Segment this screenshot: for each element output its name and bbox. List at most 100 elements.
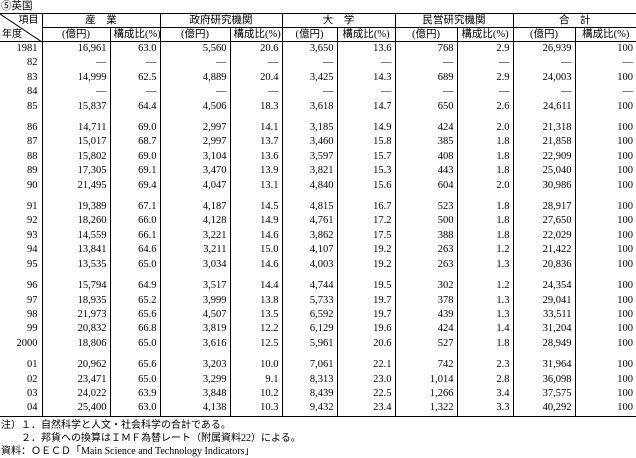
value-cell: 69.1 bbox=[109, 164, 160, 179]
title: ⑤英国 bbox=[1, 1, 33, 12]
value-cell: 15,837 bbox=[41, 99, 110, 115]
year-cell: 83 bbox=[27, 71, 38, 83]
value-cell: 100 bbox=[574, 293, 636, 308]
value-cell: 14,559 bbox=[41, 228, 110, 244]
value-cell: 3,460 bbox=[281, 135, 337, 150]
value-cell: 5,560 bbox=[159, 41, 230, 57]
table-row: 03 24,022 63.9 3,848 10.2 8,439 22.5 1,266 3.4 37… bbox=[0, 386, 636, 402]
value-cell: 1.8 bbox=[456, 149, 513, 165]
value-cell: 100 bbox=[574, 99, 636, 115]
value-cell: 14,711 bbox=[41, 114, 110, 136]
table-row: 95 13,535 65.0 3,034 14.6 4,003 19.2 263 1.3 20,8… bbox=[0, 257, 636, 273]
value-cell: 3,034 bbox=[159, 257, 230, 273]
value-cell: 12.2 bbox=[229, 322, 282, 337]
value-cell: — bbox=[574, 56, 636, 71]
value-cell: — bbox=[159, 56, 230, 71]
unit-header: (億円) bbox=[41, 27, 110, 42]
value-cell: 14.9 bbox=[229, 214, 282, 229]
value-cell: 443 bbox=[394, 164, 457, 179]
value-cell: 6,129 bbox=[281, 322, 337, 337]
value-cell: 1.8 bbox=[456, 336, 513, 352]
unit-header: (億円) bbox=[394, 27, 457, 42]
value-cell: 24,354 bbox=[512, 272, 575, 294]
value-cell: 66.0 bbox=[109, 214, 160, 229]
value-cell: 100 bbox=[574, 307, 636, 323]
value-cell: 13.9 bbox=[229, 164, 282, 179]
table-row: 94 13,841 64.6 3,211 15.0 4,107 19.2 263 1.2 21,4… bbox=[0, 243, 636, 258]
value-cell: 2,997 bbox=[159, 114, 230, 136]
notes: 注）１．自然科学と人文・社会科学の合計である。 ２．邦貨への換算はＩＭＦ為替レー… bbox=[0, 419, 636, 458]
year-cell: 92 bbox=[27, 215, 38, 227]
value-cell: 13.5 bbox=[229, 307, 282, 323]
value-cell: 14.5 bbox=[229, 193, 282, 215]
value-cell: 100 bbox=[574, 257, 636, 273]
value-cell: 500 bbox=[394, 214, 457, 229]
value-cell: 742 bbox=[394, 351, 457, 373]
value-cell: 19.5 bbox=[336, 272, 395, 294]
value-cell: 23.0 bbox=[336, 372, 395, 387]
value-cell: 27,650 bbox=[512, 214, 575, 229]
value-cell: 100 bbox=[574, 386, 636, 402]
value-cell: 100 bbox=[574, 351, 636, 373]
value-cell: — bbox=[336, 56, 395, 71]
value-cell: 19.6 bbox=[336, 322, 395, 337]
table-row: 99 20,832 66.8 3,819 12.2 6,129 19.6 424 1.4 31,2… bbox=[0, 322, 636, 337]
unit-header: (億円) bbox=[512, 27, 575, 42]
value-cell: 19.7 bbox=[336, 293, 395, 308]
value-cell: 24,022 bbox=[41, 386, 110, 402]
year-cell: 97 bbox=[27, 294, 38, 306]
table-row: 01 20,962 65.6 3,203 10.0 7,061 22.1 742 2.3 31,9… bbox=[0, 351, 636, 373]
value-cell: 67.1 bbox=[109, 193, 160, 215]
value-cell: 5,733 bbox=[281, 293, 337, 308]
value-cell: 13.8 bbox=[229, 293, 282, 308]
value-cell: 4,506 bbox=[159, 99, 230, 115]
value-cell: 15.7 bbox=[336, 149, 395, 165]
value-cell: 3,862 bbox=[281, 228, 337, 244]
value-cell: 3.4 bbox=[456, 386, 513, 402]
value-cell: 100 bbox=[574, 135, 636, 150]
value-cell: 5,961 bbox=[281, 336, 337, 352]
value-cell: 65.0 bbox=[109, 372, 160, 387]
value-cell: 19.2 bbox=[336, 257, 395, 273]
value-cell: 100 bbox=[574, 114, 636, 136]
value-cell: 3,848 bbox=[159, 386, 230, 402]
value-cell: — bbox=[336, 85, 395, 100]
table-row: 88 15,802 69.0 3,104 13.6 3,597 15.7 408 1.8 22,9… bbox=[0, 149, 636, 165]
value-cell: 1,014 bbox=[394, 372, 457, 387]
value-cell: 408 bbox=[394, 149, 457, 165]
value-cell: 15.6 bbox=[336, 178, 395, 194]
value-cell: 3,999 bbox=[159, 293, 230, 308]
year-cell: 89 bbox=[27, 165, 38, 177]
value-cell: 25,400 bbox=[41, 401, 110, 417]
value-cell: — bbox=[281, 56, 337, 71]
year-cell: 86 bbox=[27, 122, 38, 134]
value-cell: 100 bbox=[574, 272, 636, 294]
value-cell: 22.5 bbox=[336, 386, 395, 402]
value-cell: 31,204 bbox=[512, 322, 575, 337]
year-cell: 02 bbox=[27, 373, 38, 385]
value-cell: 68.7 bbox=[109, 135, 160, 150]
value-cell: 2.0 bbox=[456, 178, 513, 194]
year-cell: 84 bbox=[27, 86, 38, 98]
value-cell: 8,313 bbox=[281, 372, 337, 387]
value-cell: 13.1 bbox=[229, 178, 282, 194]
year-cell: 03 bbox=[27, 387, 38, 399]
value-cell: 18,260 bbox=[41, 214, 110, 229]
value-cell: 18,806 bbox=[41, 336, 110, 352]
value-cell: 2.0 bbox=[456, 114, 513, 136]
value-cell: — bbox=[456, 56, 513, 71]
year-cell: 87 bbox=[27, 136, 38, 148]
value-cell: 4,761 bbox=[281, 214, 337, 229]
value-cell: 21,858 bbox=[512, 135, 575, 150]
value-cell: 3,819 bbox=[159, 322, 230, 337]
value-cell: 16,961 bbox=[41, 41, 110, 57]
value-cell: 14.1 bbox=[229, 114, 282, 136]
value-cell: 37,575 bbox=[512, 386, 575, 402]
value-cell: 100 bbox=[574, 214, 636, 229]
value-cell: 24,611 bbox=[512, 99, 575, 115]
value-cell: 15.8 bbox=[336, 135, 395, 150]
value-cell: 100 bbox=[574, 178, 636, 194]
year-cell: 01 bbox=[27, 359, 38, 371]
value-cell: 3,299 bbox=[159, 372, 230, 387]
value-cell: 3,616 bbox=[159, 336, 230, 352]
